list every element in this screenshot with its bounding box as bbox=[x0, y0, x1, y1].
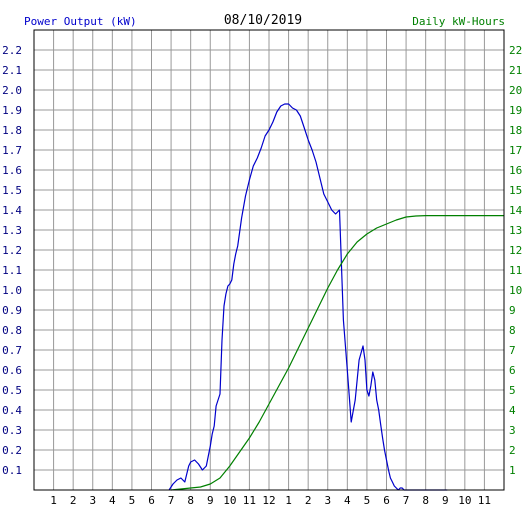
y-tick-label: 0.9 bbox=[2, 304, 22, 317]
x-tick-label: 5 bbox=[364, 494, 371, 507]
x-tick-label: 3 bbox=[324, 494, 331, 507]
y-tick-label: 1.3 bbox=[2, 224, 22, 237]
y2-tick-label: 6 bbox=[509, 364, 516, 377]
y2-tick-label: 9 bbox=[509, 304, 516, 317]
x-tick-label: 9 bbox=[442, 494, 449, 507]
x-tick-label: 6 bbox=[383, 494, 390, 507]
x-tick-label: 10 bbox=[458, 494, 471, 507]
y-tick-label: 0.5 bbox=[2, 384, 22, 397]
y-tick-label: 0.4 bbox=[2, 404, 22, 417]
y-tick-label: 2.1 bbox=[2, 64, 22, 77]
y-tick-label: 0.6 bbox=[2, 364, 22, 377]
power-output-line bbox=[168, 103, 448, 491]
x-tick-label: 7 bbox=[403, 494, 410, 507]
y2-tick-label: 16 bbox=[509, 164, 522, 177]
y2-tick-label: 17 bbox=[509, 144, 522, 157]
y-tick-label: 1.1 bbox=[2, 264, 22, 277]
x-tick-label: 8 bbox=[422, 494, 429, 507]
series-lines bbox=[168, 103, 504, 491]
x-tick-label: 2 bbox=[305, 494, 312, 507]
y-tick-label: 0.1 bbox=[2, 464, 22, 477]
y2-tick-label: 12 bbox=[509, 244, 522, 257]
y2-tick-label: 2 bbox=[509, 444, 516, 457]
y2-tick-label: 22 bbox=[509, 44, 522, 57]
y2-tick-label: 4 bbox=[509, 404, 516, 417]
x-tick-label: 5 bbox=[129, 494, 136, 507]
y-tick-label: 0.3 bbox=[2, 424, 22, 437]
y2-tick-label: 14 bbox=[509, 204, 523, 217]
y-tick-label: 1.6 bbox=[2, 164, 22, 177]
y-tick-label: 1.4 bbox=[2, 204, 22, 217]
y-tick-label: 1.5 bbox=[2, 184, 22, 197]
x-tick-label: 11 bbox=[243, 494, 256, 507]
y2-tick-label: 11 bbox=[509, 264, 522, 277]
x-tick-label: 1 bbox=[50, 494, 57, 507]
x-tick-label: 1 bbox=[285, 494, 292, 507]
y-tick-label: 2.0 bbox=[2, 84, 22, 97]
grid bbox=[34, 30, 504, 490]
y2-tick-label: 21 bbox=[509, 64, 522, 77]
y2-tick-label: 10 bbox=[509, 284, 522, 297]
y2-tick-label: 15 bbox=[509, 184, 522, 197]
y2-tick-label: 5 bbox=[509, 384, 516, 397]
x-tick-label: 4 bbox=[109, 494, 116, 507]
x-tick-label: 4 bbox=[344, 494, 351, 507]
y-tick-label: 1.2 bbox=[2, 244, 22, 257]
y2-tick-label: 20 bbox=[509, 84, 522, 97]
chart-title: 08/10/2019 bbox=[224, 13, 302, 28]
y-tick-label: 1.7 bbox=[2, 144, 22, 157]
y2-axis-label: Daily kW-Hours bbox=[412, 15, 505, 28]
x-tick-label: 10 bbox=[223, 494, 236, 507]
y-tick-label: 0.2 bbox=[2, 444, 22, 457]
y2-tick-label: 18 bbox=[509, 124, 522, 137]
y-tick-label: 1.9 bbox=[2, 104, 22, 117]
y2-tick-label: 8 bbox=[509, 324, 516, 337]
y2-tick-label: 19 bbox=[509, 104, 522, 117]
x-tick-labels: 1 2 3 4 5 6 7 8 9 10 11 12 1 2 3 4 5 6 7 8 9 10 11 bbox=[50, 494, 491, 507]
y-tick-label: 2.2 bbox=[2, 44, 22, 57]
y-axis-label: Power Output (kW) bbox=[24, 15, 137, 28]
y2-tick-label: 7 bbox=[509, 344, 516, 357]
y2-tick-label: 3 bbox=[509, 424, 516, 437]
y2-tick-label: 1 bbox=[509, 464, 516, 477]
daily-kwh-line bbox=[171, 215, 504, 491]
y-tick-label: 0.7 bbox=[2, 344, 22, 357]
x-tick-label: 11 bbox=[478, 494, 491, 507]
x-tick-label: 7 bbox=[168, 494, 175, 507]
y-tick-label: 1.8 bbox=[2, 124, 22, 137]
y-tick-label: 0.8 bbox=[2, 324, 22, 337]
y2-tick-label: 13 bbox=[509, 224, 522, 237]
x-tick-label: 6 bbox=[148, 494, 155, 507]
x-tick-label: 2 bbox=[70, 494, 77, 507]
y-tick-labels: 0.1 0.2 0.3 0.4 0.5 0.6 0.7 0.8 0.9 1.0 1.1 1.2 1.3 1… bbox=[2, 44, 22, 477]
x-tick-label: 12 bbox=[262, 494, 275, 507]
plot-frame bbox=[33, 29, 505, 491]
y-tick-label: 1.0 bbox=[2, 284, 22, 297]
x-tick-label: 8 bbox=[187, 494, 194, 507]
x-tick-label: 3 bbox=[89, 494, 96, 507]
x-tick-label: 9 bbox=[207, 494, 214, 507]
